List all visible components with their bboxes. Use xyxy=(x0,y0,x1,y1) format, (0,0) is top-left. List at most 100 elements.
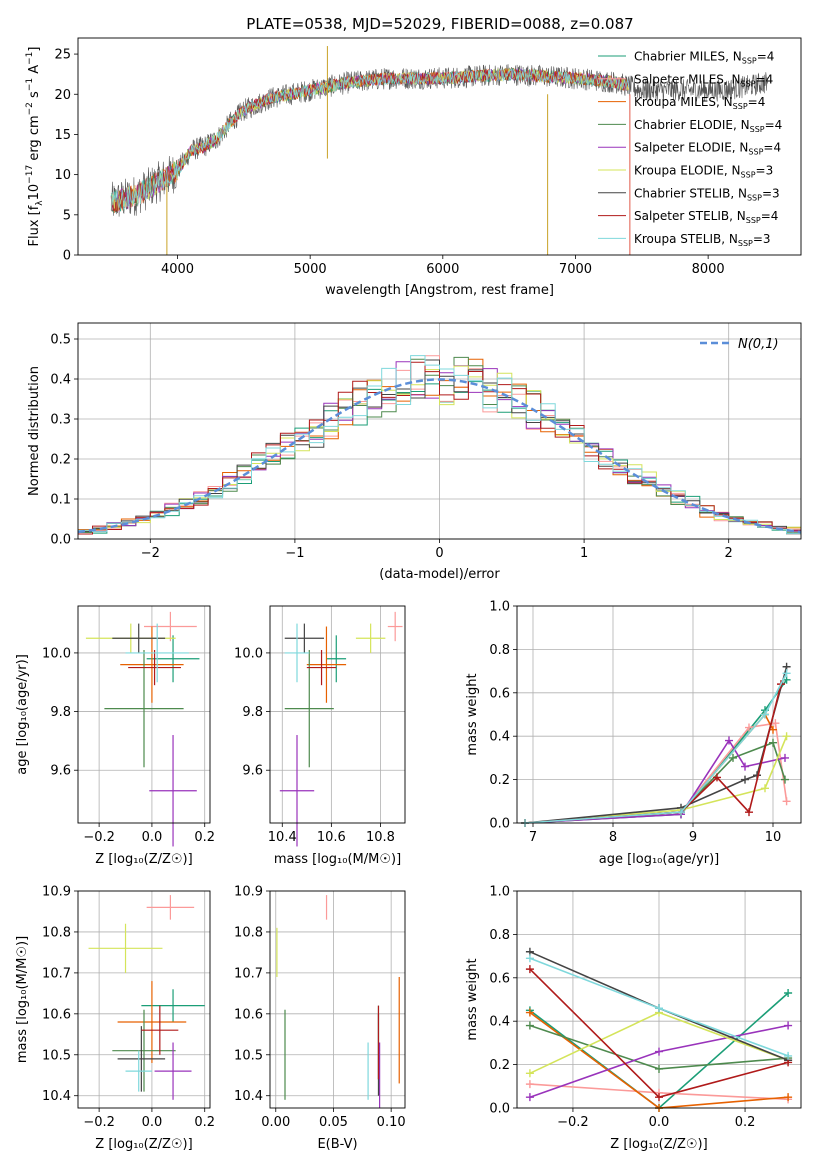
legend-subscript: SSP xyxy=(748,148,763,157)
legend-subscript: SSP xyxy=(738,239,753,248)
weight-marker-1 xyxy=(782,797,791,806)
x-tick-label: 8000 xyxy=(692,262,725,277)
weight-marker-2 xyxy=(525,1008,534,1017)
y-axis-label: Normed distribution xyxy=(27,366,42,496)
axes-frame xyxy=(516,605,802,824)
x-tick-label: 0.2 xyxy=(194,1115,215,1130)
hist-step-8 xyxy=(78,355,801,534)
axes-frame xyxy=(516,890,802,1109)
legend-nssp: =4 xyxy=(757,50,775,64)
weight-marker-8 xyxy=(784,1051,793,1060)
y-tick-label: 1.0 xyxy=(489,600,510,615)
y-label-part: s xyxy=(27,91,42,102)
legend-label: Chabrier ELODIE, NSSP=4 xyxy=(634,118,782,134)
weight-marker-5 xyxy=(761,784,769,793)
y-tick-label: 0.2 xyxy=(489,773,510,788)
weight-marker-6 xyxy=(741,775,749,784)
axes-residuals: −2 −1 0 1 2 0.0 0.1 0.2 0.3 0.4 0.5 (data-model)/er… xyxy=(27,322,802,582)
axes-weight-vs-z: −0.2 0.0 0.2 0.0 0.2 0.4 0.6 0.8 1.0 Z [log₁₀(Z/Z… xyxy=(465,885,802,1152)
y-tick-label: 9.6 xyxy=(50,764,71,779)
x-tick-label: 7 xyxy=(529,830,537,845)
y-label-part: −2 xyxy=(25,102,35,115)
y-tick-label: 10.0 xyxy=(42,646,71,661)
y-axis-label: mass weight xyxy=(465,958,480,1040)
axes-frame xyxy=(77,322,802,540)
weight-marker-3 xyxy=(729,753,737,762)
axes-mass-vs-z: −0.2 0.0 0.2 10.4 10.5 10.6 10.7 10.8 10.9 Z [log… xyxy=(15,885,215,1153)
axes-frame xyxy=(269,890,406,1109)
axes-frame xyxy=(77,605,211,824)
legend-series-name: Chabrier ELODIE, N xyxy=(634,118,750,132)
y-label-part: −1 xyxy=(25,52,35,65)
weight-marker-8 xyxy=(761,710,769,719)
legend-label: Salpeter STELIB, NSSP=4 xyxy=(634,209,778,225)
x-tick-label: −0.2 xyxy=(557,1115,589,1130)
x-axis-label: Z [log₁₀(Z/Z☉)] xyxy=(95,852,192,867)
legend-nssp: =4 xyxy=(765,118,783,132)
y-label-part: erg cm xyxy=(27,115,42,164)
spectrum-line-4 xyxy=(110,67,629,213)
spectrum-line-2 xyxy=(110,67,629,214)
legend-nssp: =3 xyxy=(762,186,780,200)
weight-marker-7 xyxy=(713,773,721,782)
y-tick-label: 10.6 xyxy=(234,1007,263,1022)
axes-frame xyxy=(269,605,406,824)
y-tick-label: 10 xyxy=(54,168,71,183)
y-tick-label: 0.0 xyxy=(489,1102,510,1117)
y-tick-label: 0.0 xyxy=(489,817,510,832)
x-tick-label: 7000 xyxy=(559,262,592,277)
weight-line-5 xyxy=(524,735,788,824)
legend-nssp: =4 xyxy=(761,209,779,223)
legend-subscript: SSP xyxy=(746,216,761,225)
y-tick-label: 0.4 xyxy=(50,373,71,388)
weight-marker-1 xyxy=(771,719,780,728)
y-label-part: −17 xyxy=(25,165,35,184)
x-axis-label: Z [log₁₀(Z/Z☉)] xyxy=(95,1137,192,1152)
axes-frame xyxy=(77,890,211,1109)
weight-line-0 xyxy=(524,679,788,824)
weight-marker-8 xyxy=(677,808,685,817)
legend-series-name: Kroupa STELIB, N xyxy=(634,232,738,246)
y-label-part: −1 xyxy=(25,78,35,91)
legend-series-name: Salpeter STELIB, N xyxy=(634,209,746,223)
spectrum-line-8 xyxy=(110,68,629,211)
y-tick-label: 10.8 xyxy=(234,925,263,940)
y-tick-label: 10.5 xyxy=(234,1048,263,1063)
y-tick-label: 0.2 xyxy=(489,1058,510,1073)
weight-marker-4 xyxy=(784,1021,793,1030)
y-tick-label: 10.6 xyxy=(42,1007,71,1022)
weight-marker-5 xyxy=(782,732,791,741)
x-tick-label: 5000 xyxy=(294,262,327,277)
y-tick-label: 10.8 xyxy=(42,925,71,940)
figure-title: PLATE=0538, MJD=52029, FIBERID=0088, z=0… xyxy=(246,15,633,33)
x-tick-label: 0 xyxy=(435,546,443,561)
x-tick-label: 10.6 xyxy=(317,830,346,845)
weight-marker-3 xyxy=(655,1064,663,1073)
legend-series-name: Salpeter ELODIE, N xyxy=(634,141,748,155)
x-tick-label: −2 xyxy=(141,546,160,561)
y-tick-label: 10.7 xyxy=(42,966,71,981)
y-tick-label: 0.6 xyxy=(489,971,510,986)
axes-frame xyxy=(77,37,802,256)
weight-marker-1 xyxy=(525,1080,534,1089)
y-tick-label: 10.4 xyxy=(42,1089,71,1104)
weight-line-8 xyxy=(524,672,788,824)
weight-marker-0 xyxy=(784,988,793,997)
y-tick-label: 1.0 xyxy=(489,885,510,900)
weight-marker-3 xyxy=(525,1021,534,1030)
x-tick-label: 10 xyxy=(765,830,782,845)
x-tick-label: 0.05 xyxy=(319,1115,348,1130)
x-axis-label: Z [log₁₀(Z/Z☉)] xyxy=(610,1137,707,1152)
spectrum-line-3 xyxy=(110,68,629,213)
weight-marker-5 xyxy=(525,1069,534,1078)
y-tick-label: 20 xyxy=(54,88,71,103)
weight-marker-4 xyxy=(781,753,789,762)
legend-label: Salpeter MILES, NSSP=4 xyxy=(634,72,773,88)
x-tick-label: −0.2 xyxy=(83,830,115,845)
spectrum-line-7 xyxy=(110,67,629,213)
legend-nssp: =3 xyxy=(756,164,774,178)
x-tick-label: 0.0 xyxy=(649,1115,670,1130)
x-tick-label: 9 xyxy=(689,830,697,845)
y-tick-label: 0.8 xyxy=(489,643,510,658)
